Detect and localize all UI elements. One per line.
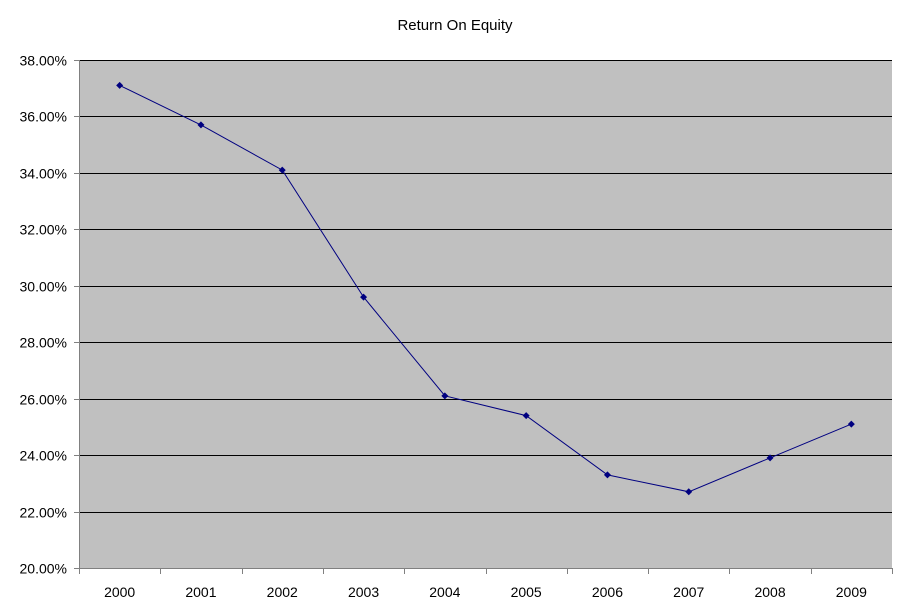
series-line xyxy=(119,84,852,493)
y-tick-label: 30.00% xyxy=(20,279,67,295)
y-tick-label: 28.00% xyxy=(20,335,67,351)
x-axis-ticks: 2000 2001 2002 2003 2004 2005 2006 2007 2008 2009 xyxy=(79,568,893,600)
y-tick-label: 26.00% xyxy=(20,392,67,408)
x-tick-label: 2003 xyxy=(348,584,379,600)
y-tick-label: 24.00% xyxy=(20,448,67,464)
x-tick-label: 2000 xyxy=(104,584,135,600)
data-point xyxy=(197,121,205,129)
data-point xyxy=(116,81,124,89)
y-tick-label: 38.00% xyxy=(20,53,67,69)
data-point xyxy=(278,166,286,174)
x-tick-label: 2005 xyxy=(511,584,542,600)
data-point xyxy=(847,420,855,428)
x-tick-label: 2007 xyxy=(673,584,704,600)
chart-title: Return On Equity xyxy=(397,17,513,34)
x-tick-label: 2002 xyxy=(267,584,298,600)
x-tick-label: 2008 xyxy=(754,584,785,600)
y-tick-label: 36.00% xyxy=(20,109,67,125)
plot-area xyxy=(79,60,892,568)
y-tick-label: 32.00% xyxy=(20,222,67,238)
data-point xyxy=(522,412,530,420)
series-roe xyxy=(116,81,855,496)
data-point xyxy=(441,392,449,400)
x-tick-label: 2001 xyxy=(185,584,216,600)
y-axis-ticks: 20.00% 22.00% 24.00% 26.00% 28.00% 30.00% 32.0… xyxy=(20,53,79,577)
y-tick-label: 20.00% xyxy=(20,561,67,577)
axes xyxy=(79,60,892,569)
data-point xyxy=(685,488,693,496)
data-point xyxy=(603,471,611,479)
x-tick-label: 2004 xyxy=(429,584,460,600)
y-tick-label: 22.00% xyxy=(20,505,67,521)
data-point xyxy=(766,454,774,462)
y-tick-label: 34.00% xyxy=(20,166,67,182)
data-point xyxy=(360,293,368,301)
gridlines xyxy=(79,60,892,513)
x-tick-label: 2006 xyxy=(592,584,623,600)
x-tick-label: 2009 xyxy=(836,584,867,600)
